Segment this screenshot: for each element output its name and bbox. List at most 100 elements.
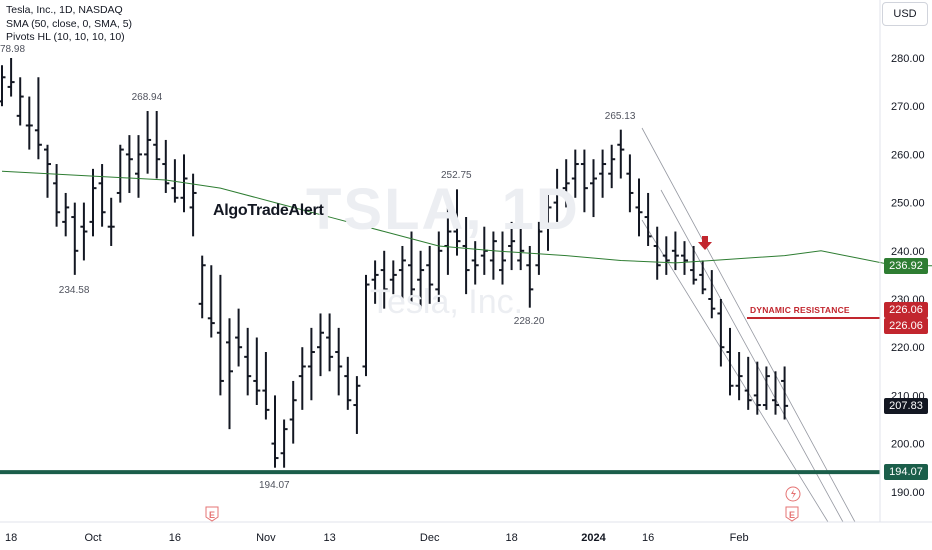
y-tick-label: 280.00	[891, 53, 925, 65]
x-tick-label: Dec	[420, 532, 440, 544]
last-price-tag: 207.83	[884, 397, 928, 414]
ohlc-bar	[653, 226, 661, 280]
ohlc-bar	[262, 352, 270, 420]
ohlc-bar	[526, 245, 534, 308]
ohlc-bar	[307, 327, 315, 401]
sma-50-line	[1, 170, 932, 267]
x-tick-label: Oct	[84, 532, 101, 544]
ohlc-bar	[16, 77, 24, 126]
ohlc-bar	[125, 135, 133, 193]
ohlc-bar	[317, 313, 324, 377]
ohlc-bar	[216, 274, 224, 396]
ohlc-bar	[453, 189, 461, 256]
earnings-badge	[205, 506, 219, 522]
pivot-label: 268.94	[131, 92, 163, 104]
ohlc-bar	[62, 192, 70, 237]
y-tick-label: 240.00	[891, 246, 925, 258]
ohlc-bar	[690, 245, 698, 285]
x-tick-label: 18	[505, 532, 517, 544]
ohlc-bar	[717, 299, 725, 367]
currency-selector[interactable]: USD	[882, 2, 928, 26]
x-tick-label: 16	[642, 532, 654, 544]
earnings-letter: E	[209, 510, 215, 520]
ohlc-bar	[180, 154, 188, 213]
earnings-icon: E	[785, 506, 799, 522]
ohlc-bar	[626, 154, 634, 213]
ohlc-bar	[89, 168, 97, 237]
ohlc-bar	[726, 327, 734, 396]
y-tick-label: 200.00	[891, 439, 925, 451]
ohlc-bar	[681, 241, 688, 275]
ohlc-bar	[662, 236, 670, 275]
ohlc-bar	[44, 144, 51, 198]
ohlc-bar	[253, 337, 261, 406]
ohlc-bar	[298, 347, 306, 410]
x-tick-label: 18	[5, 532, 17, 544]
ohlc-bar	[98, 164, 106, 227]
ohlc-bar	[735, 352, 743, 401]
pivot-label: 265.13	[604, 110, 636, 122]
ohlc-bar	[580, 149, 588, 213]
earnings-badge	[785, 506, 799, 522]
ohlc-bar	[326, 313, 334, 372]
ohlc-bar	[599, 149, 607, 198]
ohlc-bar	[153, 111, 161, 179]
legend-pivots[interactable]: Pivots HL (10, 10, 10, 10)	[6, 31, 125, 43]
x-tick-label: Nov	[256, 532, 276, 544]
ohlc-bar	[235, 308, 243, 367]
pivot-label: 194.07	[259, 480, 290, 492]
ohlc-bar	[162, 139, 170, 193]
y-tick-label: 190.00	[891, 487, 925, 499]
ohlc-bar	[280, 419, 288, 468]
time-axis[interactable]: 18 Oct 16 Nov 13 Dec 18 2024 16 Feb	[5, 532, 749, 544]
y-tick-label: 250.00	[891, 198, 925, 210]
ohlc-bar	[608, 144, 616, 189]
ohlc-bar	[489, 231, 497, 280]
arrow-shape	[698, 236, 712, 250]
ohlc-bar	[289, 380, 297, 444]
ohlc-bar	[517, 221, 525, 271]
ohlc-bar	[144, 111, 152, 174]
channel-line	[641, 219, 829, 523]
ohlc-bar	[25, 96, 33, 150]
sma-price-tag: 236.92	[884, 257, 928, 274]
ohlc-bar	[753, 361, 761, 415]
ohlc-bar	[444, 207, 452, 275]
legend-sma[interactable]: SMA (50, close, 0, SMA, 5)	[6, 17, 133, 30]
split-icon	[785, 486, 801, 502]
pivot-label: 78.98	[0, 43, 26, 55]
dynamic-resistance-label: DYNAMIC RESISTANCE	[750, 305, 850, 315]
legend-symbol[interactable]: Tesla, Inc., 1D, NASDAQ	[6, 4, 123, 16]
y-tick-label: 220.00	[891, 342, 925, 354]
pivot-label: 252.75	[441, 170, 472, 182]
ohlc-bar	[7, 58, 15, 97]
ohlc-bar	[362, 274, 370, 377]
x-tick-label: Feb	[730, 532, 749, 544]
channel-line	[641, 127, 856, 523]
x-tick-label: 2024	[581, 532, 606, 544]
ohlc-bar	[781, 366, 789, 420]
ohlc-bar	[189, 173, 197, 237]
ohlc-bar	[408, 231, 415, 304]
ohlc-bar	[207, 265, 215, 338]
ohlc-bar	[571, 149, 579, 198]
ohlc-bar	[116, 144, 124, 203]
earnings-icon: E	[205, 506, 219, 522]
ohlc-bar	[135, 135, 142, 198]
lightning-icon	[791, 489, 796, 499]
ohlc-bar	[471, 241, 479, 285]
ohlc-bar	[617, 129, 625, 179]
ohlc-bar	[644, 192, 652, 246]
ohlc-bar	[398, 245, 406, 299]
ohlc-bar	[535, 221, 543, 275]
chart-legend: Tesla, Inc., 1D, NASDAQ SMA (50, close, …	[6, 4, 132, 45]
ohlc-bar	[544, 192, 552, 251]
ohlc-bar	[380, 250, 388, 309]
pivot-label: 234.58	[58, 284, 90, 296]
ohlc-bar	[744, 356, 752, 410]
price-axis[interactable]: 190.00200.00210.00220.00230.00240.00250.…	[891, 53, 925, 499]
ohlc-bar	[508, 221, 516, 271]
ohlc-bar	[699, 260, 707, 295]
